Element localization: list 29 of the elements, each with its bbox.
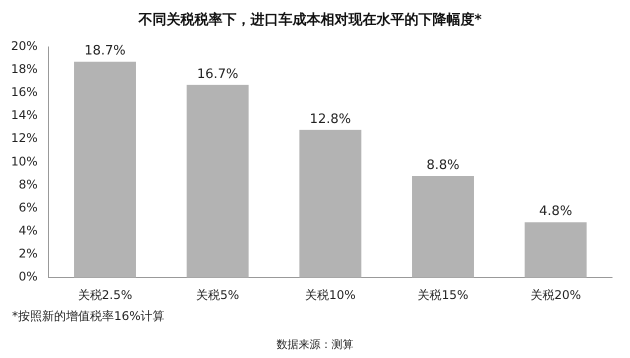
bar — [299, 130, 362, 278]
data-label: 16.7% — [197, 66, 238, 82]
x-tick-label: 关税5% — [196, 288, 240, 302]
y-tick-label: 6% — [18, 200, 38, 214]
chart-title: 不同关税税率下，进口车成本相对现在水平的下降幅度* — [137, 11, 482, 28]
y-tick-label: 10% — [11, 154, 38, 168]
bar — [524, 222, 587, 278]
data-label: 18.7% — [84, 44, 126, 59]
y-tick-label: 20% — [11, 38, 38, 53]
x-tick-label: 关税2.5% — [78, 288, 132, 302]
source-note: 数据来源：测算 — [276, 337, 354, 352]
text: *按照新的增值税率16%计算 — [12, 308, 166, 325]
data-label: 8.8% — [426, 158, 460, 173]
bar — [74, 62, 136, 278]
x-tick-label: 关税20% — [530, 288, 582, 302]
x-tick-label: 关税15% — [418, 288, 468, 302]
bar — [412, 176, 474, 278]
y-tick-label: 2% — [18, 246, 38, 261]
y-tick-label: 18% — [11, 62, 38, 76]
y-tick-label: 12% — [11, 131, 38, 146]
y-tick-label: 14% — [11, 108, 38, 122]
y-tick-label: 4% — [18, 224, 38, 238]
y-tick-label: 0% — [18, 270, 38, 284]
data-label: 12.8% — [310, 112, 351, 127]
y-tick-label: 8% — [18, 177, 38, 192]
data-label: 4.8% — [539, 204, 572, 220]
bar — [186, 84, 249, 278]
x-tick-label: 关税10% — [305, 288, 356, 302]
y-tick-label: 16% — [11, 85, 38, 100]
